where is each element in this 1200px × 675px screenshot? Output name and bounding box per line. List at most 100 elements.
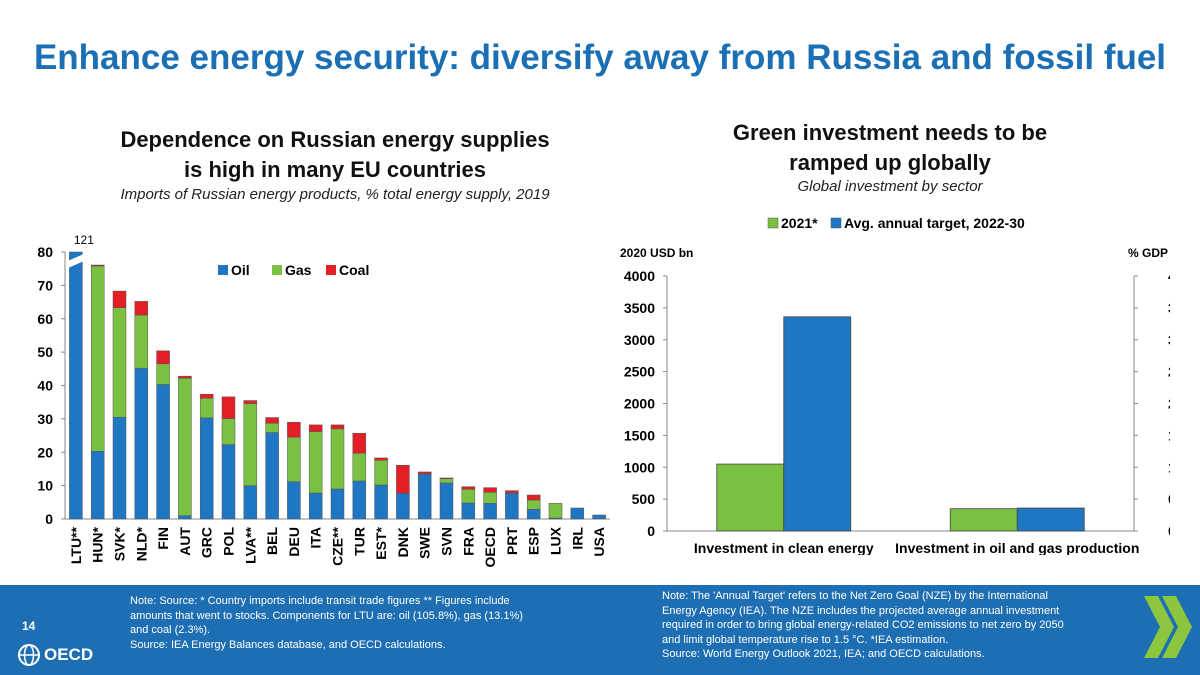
left-chart: 0 10 20 30 40 50 60 70 80 LTU** HUN* SVK* NLD* FIN AUT… [37,233,610,567]
right-chart-title-line2: ramped up globally [789,150,991,175]
x-tick-label: ESP [526,527,542,555]
bar-segment-gas [134,314,149,369]
bar-segment-gas [483,492,497,504]
x-tick-label: LTU** [68,526,84,564]
y-tick-label: 0 [647,523,655,539]
bar-segment-coal [526,494,541,501]
bar-segment-coal [199,393,214,399]
bar-segment-coal [112,290,127,308]
bar-segment-coal [330,424,345,430]
bar-segment-coal [417,471,432,475]
oecd-logo: OECD [18,644,93,666]
bar-2021 [716,463,785,532]
bar-segment-oil [526,509,541,520]
y2-tick-label: 3.0 [1168,332,1170,348]
y-tick-label: 3000 [624,332,655,348]
bar-segment-coal [374,457,388,461]
y-tick-label: 500 [632,491,656,507]
x-tick-label: SVN [439,527,455,556]
y-tick-label: 80 [37,244,53,260]
bar-segment-oil [199,417,214,520]
bar-segment-gas [199,397,214,419]
bar-segment-oil [178,515,192,520]
bar-segment-coal [178,375,192,379]
bar-segment-coal [287,421,301,438]
y-tick-label: 1000 [624,459,655,475]
right-axis-unit: % GDP [1128,246,1168,260]
x-tick-label: IRL [569,527,585,550]
y2-tick-label: 0.0 [1168,523,1170,539]
x-tick-label: AUT [177,527,193,556]
right-note: Note: The 'Annual Target' refers to the … [662,589,1132,662]
x-tick-label: EST* [373,526,389,559]
y-tick-label: 3500 [624,300,655,316]
chevron-right-icon [1144,596,1192,658]
bar-segment-oil [352,480,367,520]
x-tick-label: POL [221,527,237,556]
y-tick-label: 50 [37,344,53,360]
bar-segment-coal [505,490,519,494]
legend-label: Avg. annual target, 2022-30 [844,215,1025,231]
bar-segment-gas [243,403,258,486]
bar-segment-gas [112,307,127,418]
left-axis-unit: 2020 USD bn [620,246,693,260]
bar-segment-oil [308,492,323,520]
legend-label-gas: Gas [285,262,312,278]
bar-segment-coal [221,396,236,419]
bar-segment-oil [374,484,388,520]
axis-break-label: 121 [74,233,94,247]
y-tick-label: 1500 [624,427,655,443]
bar-segment-oil [156,384,170,520]
right-chart: 2020 USD bn % GDP 0 0.0 500 0.5 1000 1.0 1500 1.5… [620,215,1170,555]
y-tick-label: 2500 [624,364,655,380]
bar-segment-coal [439,477,454,479]
y2-tick-label: 4.0 [1168,268,1170,284]
bar-segment-gas [221,418,236,445]
bar-segment-oil [570,507,585,520]
bar-segment-gas [548,503,563,519]
x-tick-label: ITA [308,527,324,549]
x-tick-label: FIN [155,527,171,550]
bar-segment-gas [265,422,279,433]
x-tick-label: PRT [504,527,520,555]
x-tick-label: HUN* [90,526,106,562]
bar-target [1016,507,1085,532]
x-tick-label: SVK* [112,526,128,561]
x-tick-label: LUX [548,526,564,555]
bar-segment-gas [352,453,367,482]
bar-2021 [949,508,1018,532]
bar-segment-coal [461,486,476,490]
left-note: Note: Source: * Country imports include … [130,594,580,652]
bar-target [783,316,852,532]
legend-label-coal: Coal [339,262,369,278]
x-tick-label: CZE** [330,526,346,565]
bar-segment-coal [243,400,258,404]
bar-segment-oil [69,251,83,520]
bar-segment-oil [483,503,497,520]
bar-segment-coal [134,301,149,316]
left-note-line: Note: Source: * Country imports include … [130,595,510,607]
x-tick-label: DNK [395,527,411,557]
y2-tick-label: 1.5 [1168,427,1170,443]
bar-segment-gas [374,460,388,486]
bar-segment-oil [134,367,149,520]
y2-tick-label: 3.5 [1168,300,1170,316]
x-tick-label: DEU [286,527,302,557]
left-chart-title-line1: Dependence on Russian energy supplies [120,127,550,152]
y2-tick-label: 0.5 [1168,491,1170,507]
y-tick-label: 4000 [624,268,655,284]
bar-segment-oil [265,432,279,520]
right-note-line: Energy Agency (IEA). The NZE includes th… [662,604,1060,617]
y-tick-label: 70 [37,277,53,293]
oecd-logo-text: OECD [44,645,94,664]
right-note-line: required in order to bring global energy… [662,619,1064,631]
bar-segment-oil [221,444,236,520]
x-tick-label: Investment in clean energy [694,540,874,555]
bar-segment-oil [287,481,301,520]
bar-segment-coal [265,417,279,424]
bar-segment-oil [439,482,454,520]
x-tick-label: NLD* [133,526,149,561]
bar-segment-oil [417,473,432,520]
left-note-line: amounts that went to stocks. Components … [130,609,523,622]
legend-swatch [830,217,842,229]
